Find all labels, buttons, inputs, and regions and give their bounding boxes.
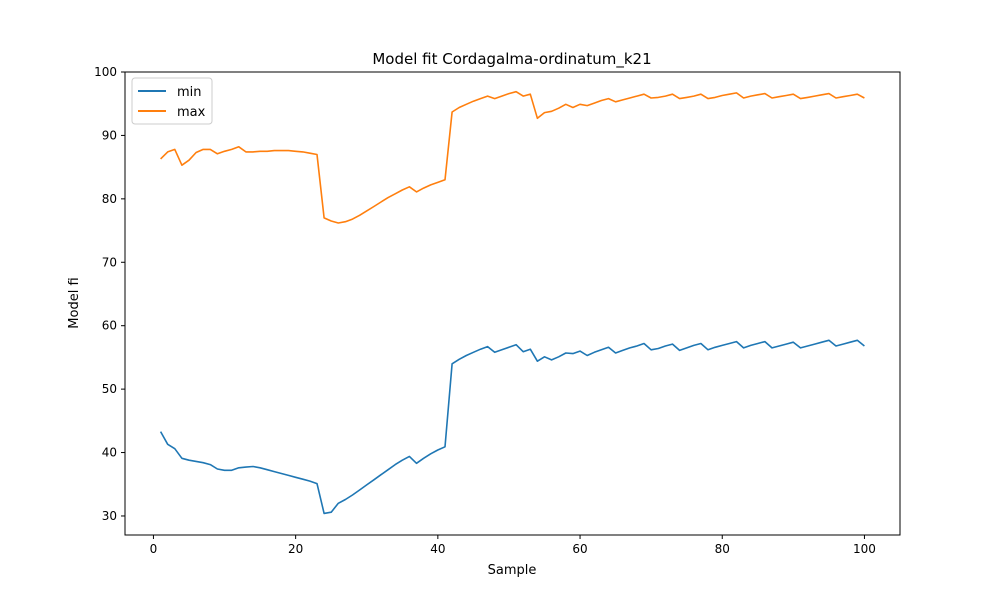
y-tick-label: 100 [94,65,117,79]
legend-box [131,77,213,125]
x-tick-label: 20 [288,542,303,556]
x-tick-label: 60 [572,542,587,556]
legend: min max [131,77,213,125]
x-axis-label: Sample [488,563,537,578]
legend-label-min: min [177,85,202,100]
x-tick-label: 0 [150,542,158,556]
y-axis: 30 40 50 60 70 80 90 100 [94,65,125,523]
y-tick-label: 40 [102,446,117,460]
y-tick-label: 60 [102,319,117,333]
y-tick-label: 30 [102,509,117,523]
legend-label-max: max [177,105,206,120]
y-tick-label: 80 [102,192,117,206]
y-tick-label: 50 [102,382,117,396]
y-tick-label: 90 [102,128,117,142]
series-line-max [160,90,865,224]
y-tick-label: 70 [102,255,117,269]
x-tick-label: 80 [715,542,730,556]
x-tick-label: 40 [430,542,445,556]
plot-frame [124,71,901,536]
x-tick-label: 100 [853,542,876,556]
y-axis-label: Model fi [67,277,82,328]
plot-lines [159,90,865,515]
x-axis: 0 20 40 60 80 100 [150,535,876,556]
chart-title: Model fit Cordagalma-ordinatum_k21 [372,50,651,69]
series-line-min [159,339,865,515]
